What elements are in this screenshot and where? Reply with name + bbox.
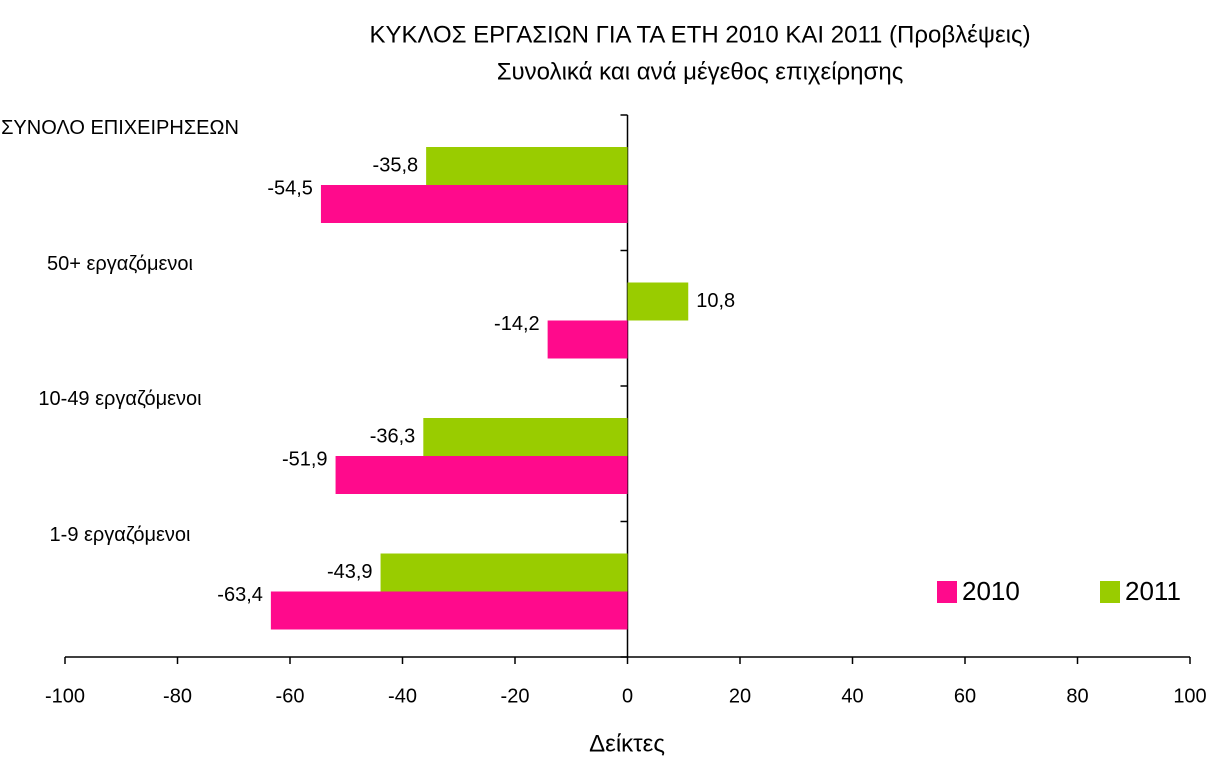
x-tick-label: 100 (1173, 685, 1206, 707)
bar (380, 553, 628, 592)
data-label: -51,9 (282, 448, 328, 470)
data-label: -63,4 (217, 584, 263, 606)
data-label: -14,2 (494, 313, 540, 335)
x-tick-label: -40 (388, 685, 417, 707)
category-label: 50+ εργαζόμενοι (47, 252, 193, 275)
bar (320, 185, 628, 223)
bar (270, 591, 628, 630)
chart-subtitle: Συνολικά και ανά μέγεθος επιχείρησης (497, 58, 904, 85)
x-tick-label: -20 (501, 685, 530, 707)
x-tick-label: -60 (276, 685, 305, 707)
data-label: -36,3 (370, 425, 416, 447)
data-label: -35,8 (373, 154, 419, 176)
x-tick-label: 60 (954, 685, 976, 707)
legend-swatch (937, 581, 957, 603)
chart-title: ΚΥΚΛΟΣ ΕΡΓΑΣΙΩΝ ΓΙΑ ΤΑ ΕΤΗ 2010 ΚΑΙ 2011… (369, 21, 1030, 48)
x-tick-label: -80 (163, 685, 192, 707)
x-axis-label: Δείκτες (589, 730, 665, 757)
x-tick-label: 80 (1066, 685, 1088, 707)
x-tick-label: 20 (729, 685, 751, 707)
legend-label: 2010 (962, 576, 1020, 606)
x-tick-label: 0 (622, 685, 633, 707)
x-tick-label: -100 (45, 685, 85, 707)
data-label: -54,5 (267, 177, 313, 199)
legend-label: 2011 (1125, 576, 1181, 606)
category-label: 1-9 εργαζόμενοι (49, 523, 191, 546)
bar (627, 282, 689, 321)
category-label: ΣΥΝΟΛΟ ΕΠΙΧΕΙΡΗΣΕΩΝ (1, 117, 239, 139)
legend-swatch (1100, 581, 1120, 603)
bar (423, 418, 628, 456)
category-label: 10-49 εργαζόμενοι (38, 388, 202, 410)
bar (547, 320, 628, 359)
bar (426, 147, 628, 185)
x-tick-label: 40 (841, 685, 863, 707)
data-label: -43,9 (327, 561, 373, 583)
data-label: 10,8 (696, 290, 735, 312)
bar (335, 456, 628, 494)
